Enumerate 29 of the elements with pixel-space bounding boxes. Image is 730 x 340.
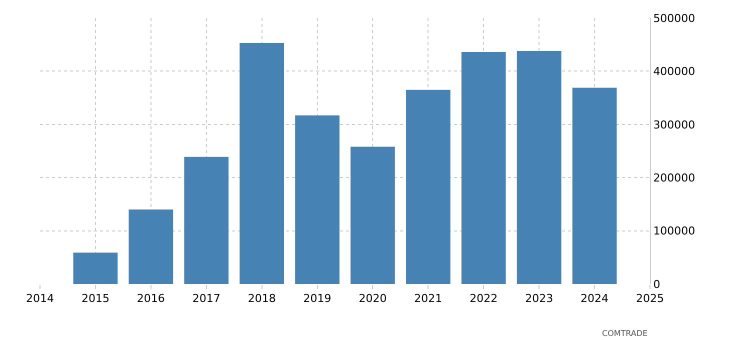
bar [572, 88, 617, 284]
y-tick-label: 400000 [653, 65, 696, 78]
x-tick-label: 2019 [303, 292, 332, 306]
text: COMTRADE [602, 329, 648, 338]
x-tick-label: 2017 [192, 292, 220, 306]
y-tick-label: 300000 [653, 118, 696, 132]
x-tick-label: 2014 [26, 292, 54, 306]
x-tick-label: 2021 [414, 292, 442, 306]
bar [128, 210, 174, 284]
bar [350, 146, 395, 284]
bar [406, 90, 450, 284]
y-tick-label: 0 [653, 278, 660, 291]
x-tick-label: 2018 [248, 292, 276, 306]
x-tick-label: 2023 [525, 292, 554, 306]
bar [73, 252, 118, 284]
x-tick-label: 2024 [580, 292, 609, 306]
x-tick-label: 2015 [81, 292, 110, 306]
bar [516, 50, 562, 284]
bar [461, 52, 506, 284]
x-tick-label: 2016 [136, 292, 165, 306]
x-tick-label: 2025 [636, 292, 664, 306]
bar [240, 43, 284, 284]
bar [184, 156, 229, 284]
x-tick-label: 2020 [358, 292, 387, 306]
y-tick-label: 500000 [653, 12, 696, 25]
y-tick-label: 100000 [653, 224, 696, 238]
x-tick-label: 2022 [470, 292, 498, 306]
bar [295, 115, 340, 284]
y-tick-label: 200000 [653, 171, 696, 184]
